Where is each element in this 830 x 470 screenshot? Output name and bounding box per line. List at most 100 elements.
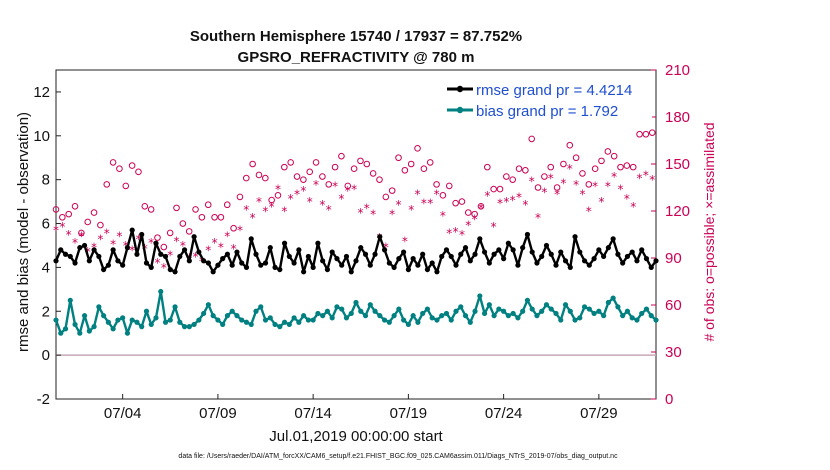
y-tick-label: 4 xyxy=(42,259,50,276)
possible-obs-point xyxy=(369,170,377,177)
possible-obs-point xyxy=(515,165,523,172)
rmse-point xyxy=(329,249,335,255)
assimilated-obs-point: * xyxy=(59,220,65,234)
possible-obs-point xyxy=(52,206,60,213)
assimilated-obs-point: * xyxy=(516,190,522,204)
assimilated-obs-point: * xyxy=(630,200,636,214)
assimilated-obs-point: * xyxy=(237,223,243,237)
possible-obs-point xyxy=(452,199,459,207)
bias-point xyxy=(477,293,483,299)
rmse-point xyxy=(224,251,231,257)
possible-obs-point xyxy=(420,165,428,172)
rmse-point xyxy=(386,260,392,266)
bias-point xyxy=(320,313,326,319)
rmse-point xyxy=(139,231,145,238)
possible-obs-point xyxy=(579,170,586,177)
bias-point xyxy=(620,313,626,319)
possible-obs-point xyxy=(350,165,358,172)
assimilated-obs-point: * xyxy=(326,203,332,217)
assimilated-obs-point: * xyxy=(319,198,325,212)
bias-point xyxy=(577,315,583,321)
bias-point xyxy=(481,310,488,317)
rmse-point xyxy=(501,256,507,262)
assimilated-obs-point: * xyxy=(592,179,598,193)
rmse-point xyxy=(110,247,116,253)
assimilated-obs-point: * xyxy=(180,239,186,253)
assimilated-obs-point: * xyxy=(262,205,268,219)
bias-point xyxy=(86,328,92,334)
rmse-point xyxy=(653,258,659,264)
bias-point xyxy=(305,317,311,323)
assimilated-obs-point: * xyxy=(522,198,528,212)
rmse-point xyxy=(458,251,464,257)
rmse-point xyxy=(177,253,183,260)
assimilated-obs-point: * xyxy=(491,220,497,234)
bias-point xyxy=(367,302,373,308)
possible-obs-point xyxy=(312,159,320,166)
y-right-tick-label: 150 xyxy=(665,156,690,173)
rmse-point xyxy=(124,245,131,251)
assimilated-obs-point: * xyxy=(579,187,585,201)
rmse-point xyxy=(120,262,126,268)
rmse-point xyxy=(196,249,202,255)
bias-point xyxy=(424,306,431,312)
possible-obs-point xyxy=(249,160,256,168)
assimilated-obs-point: * xyxy=(434,187,440,201)
bias-point xyxy=(567,308,573,314)
rmse-point xyxy=(639,247,645,253)
legend-box xyxy=(440,76,652,122)
assimilated-obs-point: * xyxy=(332,179,338,193)
rmse-point xyxy=(581,258,588,264)
bias-point xyxy=(167,317,173,323)
assimilated-obs-point: * xyxy=(104,226,110,240)
bias-point xyxy=(324,308,331,314)
bias-point xyxy=(596,308,602,314)
y-tick-label: 10 xyxy=(33,128,50,145)
bias-point xyxy=(381,317,388,323)
rmse-point xyxy=(301,269,307,275)
bias-point xyxy=(539,308,545,314)
possible-obs-point xyxy=(357,157,364,165)
x-tick-label: 07/24 xyxy=(485,405,523,422)
bias-point xyxy=(534,313,540,319)
bias-point xyxy=(548,306,554,312)
legend-rmse-label: rmse grand pr = 4.4214 xyxy=(476,82,632,99)
possible-obs-point xyxy=(90,209,98,216)
bias-point xyxy=(201,310,207,317)
rmse-point xyxy=(162,253,169,260)
assimilated-obs-point: * xyxy=(135,233,141,247)
assimilated-obs-point: * xyxy=(408,203,414,217)
assimilated-obs-point: * xyxy=(231,242,237,256)
bias-point xyxy=(234,313,240,319)
bias-point xyxy=(329,315,335,321)
x-tick-label: 07/19 xyxy=(390,405,428,422)
rmse-point xyxy=(615,251,621,257)
assimilated-obs-point: * xyxy=(472,212,478,226)
rmse-point xyxy=(324,266,331,273)
rmse-point xyxy=(391,264,397,270)
rmse-point xyxy=(281,240,288,246)
assimilated-obs-point: * xyxy=(389,208,395,222)
rmse-point xyxy=(305,253,311,260)
bias-point xyxy=(129,317,135,323)
x-tick-label: 07/14 xyxy=(294,405,332,422)
assimilated-obs-point: * xyxy=(415,187,421,201)
possible-obs-point xyxy=(528,135,536,143)
rmse-point xyxy=(291,260,297,266)
bias-point xyxy=(58,330,64,336)
assimilated-obs-point: * xyxy=(402,234,408,248)
bias-point xyxy=(172,304,178,310)
bias-point xyxy=(410,313,416,319)
rmse-point xyxy=(377,234,383,240)
assimilated-obs-point: * xyxy=(560,176,566,190)
possible-obs-point xyxy=(534,184,542,191)
y-axis-label: rmse and bias (model - observation) xyxy=(15,112,32,352)
rmse-point xyxy=(153,240,159,246)
possible-obs-point xyxy=(268,196,275,204)
possible-obs-point xyxy=(458,198,466,205)
possible-obs-point xyxy=(471,210,478,218)
possible-obs-point xyxy=(604,148,612,155)
bias-point xyxy=(101,313,107,319)
assimilated-obs-point: * xyxy=(465,219,471,233)
x-axis-label: Jul.01,2019 00:00:00 start xyxy=(269,428,443,445)
